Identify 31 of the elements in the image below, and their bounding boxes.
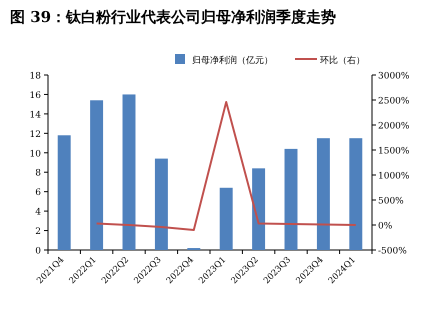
bar [122,94,136,250]
y2-tick-label: -500% [378,246,408,256]
y2-tick-label: 0% [378,222,393,232]
bar [220,188,233,250]
y-tick-label: 14 [30,110,42,120]
y2-tick-label: 2000% [378,122,410,132]
y-tick-label: 0 [35,246,42,256]
y2-tick-label: 1000% [378,172,410,182]
y2-tick-label: 500% [378,196,404,206]
y-tick-label: 2 [35,227,41,238]
y2-tick-label: 2500% [378,96,410,106]
y-tick-label: 8 [35,168,42,179]
bar [316,138,330,250]
y-tick-label: 12 [30,130,41,140]
chart-title: 图 39：钛白粉行业代表公司归母净利润季度走势 [10,8,336,26]
y-tick-label: 4 [35,208,42,218]
bar [284,148,298,250]
bar [90,100,104,250]
bar [154,158,168,250]
bar [252,168,266,250]
y-tick-label: 16 [30,90,42,101]
line-series [96,101,357,231]
y-tick-label: 6 [35,188,42,198]
legend-label: 归母净利润（亿元） [192,55,273,66]
bar [58,135,71,250]
bar [349,138,362,250]
y2-tick-label: 1500% [378,146,410,156]
y-tick-label: 18 [30,72,42,82]
legend-label: 环比（右） [320,55,365,66]
y2-tick-label: 3000% [378,72,410,82]
y-tick-label: 10 [30,149,42,160]
